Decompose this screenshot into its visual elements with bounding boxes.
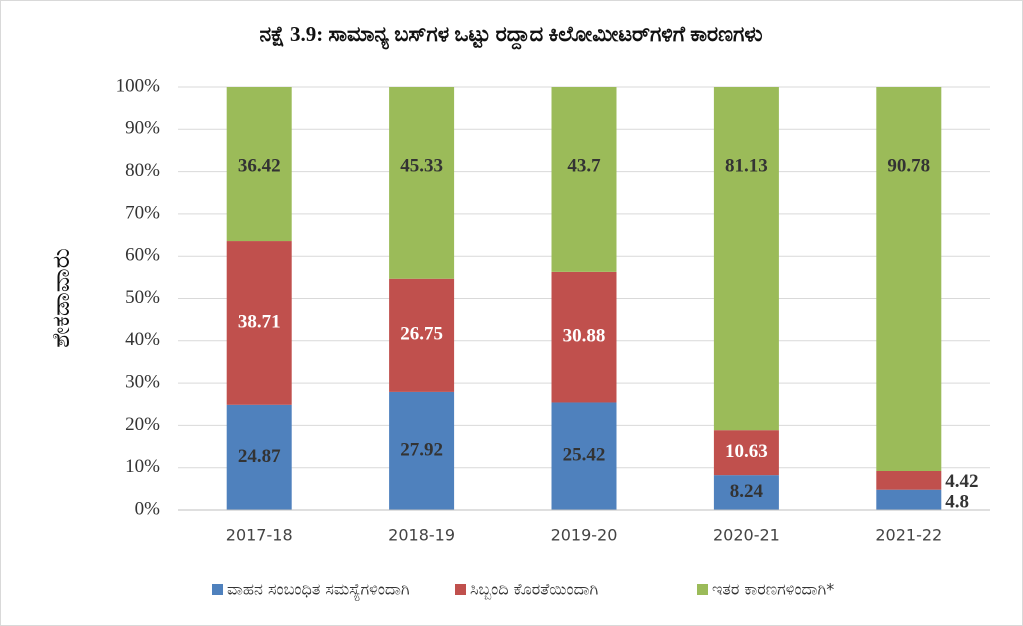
bar-segment [713, 475, 779, 510]
bar-segment [876, 470, 942, 490]
bar-segment [389, 278, 455, 392]
x-tick-label: 2019-20 [551, 526, 618, 545]
bar-segment [389, 391, 455, 510]
y-tick-label: 20% [125, 414, 160, 435]
x-tick-label: 2018-19 [388, 526, 455, 545]
data-label: 30.88 [563, 326, 606, 347]
data-label: 45.33 [400, 155, 443, 176]
data-label: 4.42 [945, 471, 978, 492]
y-tick-label: 0% [135, 498, 161, 519]
y-tick-label: 10% [125, 456, 160, 477]
chart-title: ನಕ್ಷೆ 3.9: ಸಾಮಾನ್ಯ ಬಸ್‌ಗಳ ಒಟ್ಟು ರದ್ದಾದ ಕ… [259, 22, 762, 50]
bar-segment [713, 87, 779, 431]
legend-label: ಸಿಬ್ಬಂದಿ ಕೊರತೆಯಿಂದಾಗಿ [470, 580, 599, 600]
data-label: 26.75 [400, 324, 443, 345]
legend-swatch [697, 584, 708, 595]
data-label: 90.78 [887, 155, 930, 176]
data-label: 38.71 [238, 311, 281, 332]
legend-label: ಇತರ ಕಾರಣಗಳಿಂದಾಗಿ* [712, 580, 834, 599]
legend-swatch [455, 584, 466, 595]
bar-segment [876, 87, 942, 471]
bar-segment [876, 489, 942, 510]
data-label: 43.7 [567, 155, 601, 176]
x-tick-label: 2021-22 [875, 526, 942, 545]
data-label: 27.92 [400, 439, 443, 460]
y-tick-label: 70% [125, 202, 160, 223]
data-label: 4.8 [945, 491, 969, 512]
y-tick-label: 50% [125, 287, 160, 308]
bar-segment [551, 402, 617, 510]
data-label: 81.13 [725, 155, 768, 176]
y-tick-label: 100% [116, 75, 161, 96]
y-tick-label: 80% [125, 160, 160, 181]
legend-label: ವಾಹನ ಸಂಬಂಧಿತ ಸಮಸ್ಯೆಗಳಿಂದಾಗಿ [227, 580, 410, 601]
bar-segment [226, 87, 292, 242]
data-label: 8.24 [730, 481, 764, 502]
x-tick-label: 2020-21 [713, 526, 780, 545]
bar-segment [389, 87, 455, 279]
y-tick-label: 90% [125, 118, 160, 139]
data-label: 10.63 [725, 441, 768, 462]
y-axis-label: ಶೇಕಡಾವಾರು [47, 248, 75, 348]
bar-segment [713, 430, 779, 476]
y-tick-label: 30% [125, 371, 160, 392]
legend-swatch [212, 584, 223, 595]
bar-segment [551, 271, 617, 403]
bar-segment [226, 404, 292, 510]
bar-segment [226, 241, 292, 405]
y-tick-label: 40% [125, 329, 160, 350]
y-tick-label: 60% [125, 245, 160, 266]
x-tick-label: 2017-18 [226, 526, 293, 545]
data-label: 24.87 [238, 446, 281, 467]
data-label: 36.42 [238, 155, 281, 176]
bar-segment [551, 87, 617, 272]
data-label: 25.42 [563, 445, 606, 466]
